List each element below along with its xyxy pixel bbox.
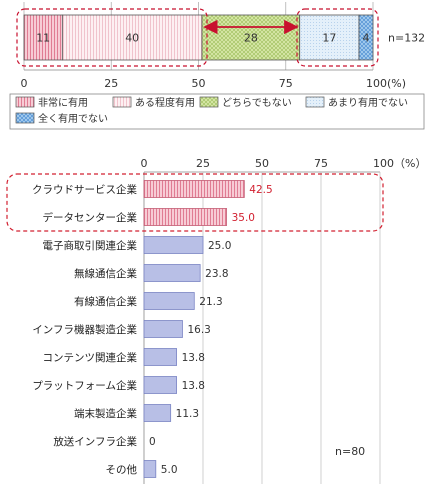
legend-swatch [15, 112, 35, 124]
segment-label: 4 [363, 32, 370, 45]
highlight-box [296, 8, 379, 67]
tick-label: 25 [196, 157, 210, 170]
tick-label: 50 [255, 157, 269, 170]
legend-label: ある程度有用 [135, 96, 195, 109]
legend-swatch [305, 96, 325, 108]
tick-label: 50 [192, 77, 206, 90]
n-label: n=132 [388, 32, 425, 45]
legend-label: どちらでもない [222, 97, 292, 109]
highlight-box [6, 173, 384, 232]
tick-label: 75 [279, 77, 293, 90]
legend-label: あまり有用でない [328, 96, 408, 109]
bar [143, 320, 183, 338]
tick-label: 75 [314, 157, 328, 170]
tick-label: 0 [141, 157, 148, 170]
bar [143, 404, 172, 422]
bar [143, 180, 245, 198]
legend-label: 全く有用でない [38, 112, 108, 125]
tick-label: 100(%) [366, 77, 406, 90]
value-label: 0 [149, 436, 156, 448]
category-label: プラットフォーム企業 [32, 379, 137, 392]
bar [143, 208, 227, 226]
legend-label: 非常に有用 [38, 96, 88, 109]
legend-swatch [199, 96, 219, 108]
segment-label: 11 [36, 32, 50, 45]
value-label: 35.0 [232, 212, 255, 224]
tick-label: 0 [21, 77, 28, 90]
category-label: 放送インフラ企業 [53, 435, 137, 448]
legend-swatch [112, 96, 132, 108]
value-label: 13.8 [182, 352, 205, 364]
category-bar-chart: 0 25 50 75 100（%） クラウドサービス企業 42.5 データセンター企業 35.0… [6, 157, 426, 484]
tick-label: 100（%） [373, 157, 426, 170]
value-label: 21.3 [199, 296, 222, 308]
value-label: 42.5 [249, 184, 272, 196]
tick-label: 25 [104, 77, 118, 90]
highlight-box [16, 8, 208, 67]
segment-4 [299, 14, 360, 61]
segment-1 [23, 14, 63, 61]
value-label: 13.8 [182, 380, 205, 392]
category-label: インフラ機器製造企業 [32, 323, 137, 336]
bar [143, 376, 177, 394]
bar [143, 292, 195, 310]
bar [143, 348, 177, 366]
segment-label: 28 [244, 32, 258, 45]
value-label: 16.3 [187, 324, 210, 336]
category-label: データセンター企業 [43, 211, 138, 224]
bar [143, 264, 201, 282]
category-label: 電子商取引関連企業 [43, 239, 138, 252]
bar [143, 236, 204, 254]
value-label: 23.8 [205, 268, 228, 280]
n-label: n=80 [335, 445, 365, 458]
category-label: 有線通信企業 [74, 295, 137, 308]
bar [143, 460, 157, 478]
category-label: コンテンツ関連企業 [43, 351, 138, 364]
segment-label: 17 [322, 32, 336, 45]
category-label: その他 [106, 463, 138, 476]
category-label: 無線通信企業 [74, 267, 137, 280]
segment-label: 40 [125, 32, 139, 45]
stacked-bar-chart: 11 40 28 17 4 n=132 0 25 50 75 100(%) [16, 2, 425, 90]
legend-swatch [15, 96, 35, 108]
segment-5 [358, 14, 374, 61]
value-label: 25.0 [208, 240, 231, 252]
value-label: 11.3 [176, 408, 199, 420]
category-label: クラウドサービス企業 [32, 183, 137, 196]
category-label: 端末製造企業 [74, 407, 137, 420]
value-label: 5.0 [161, 464, 178, 476]
